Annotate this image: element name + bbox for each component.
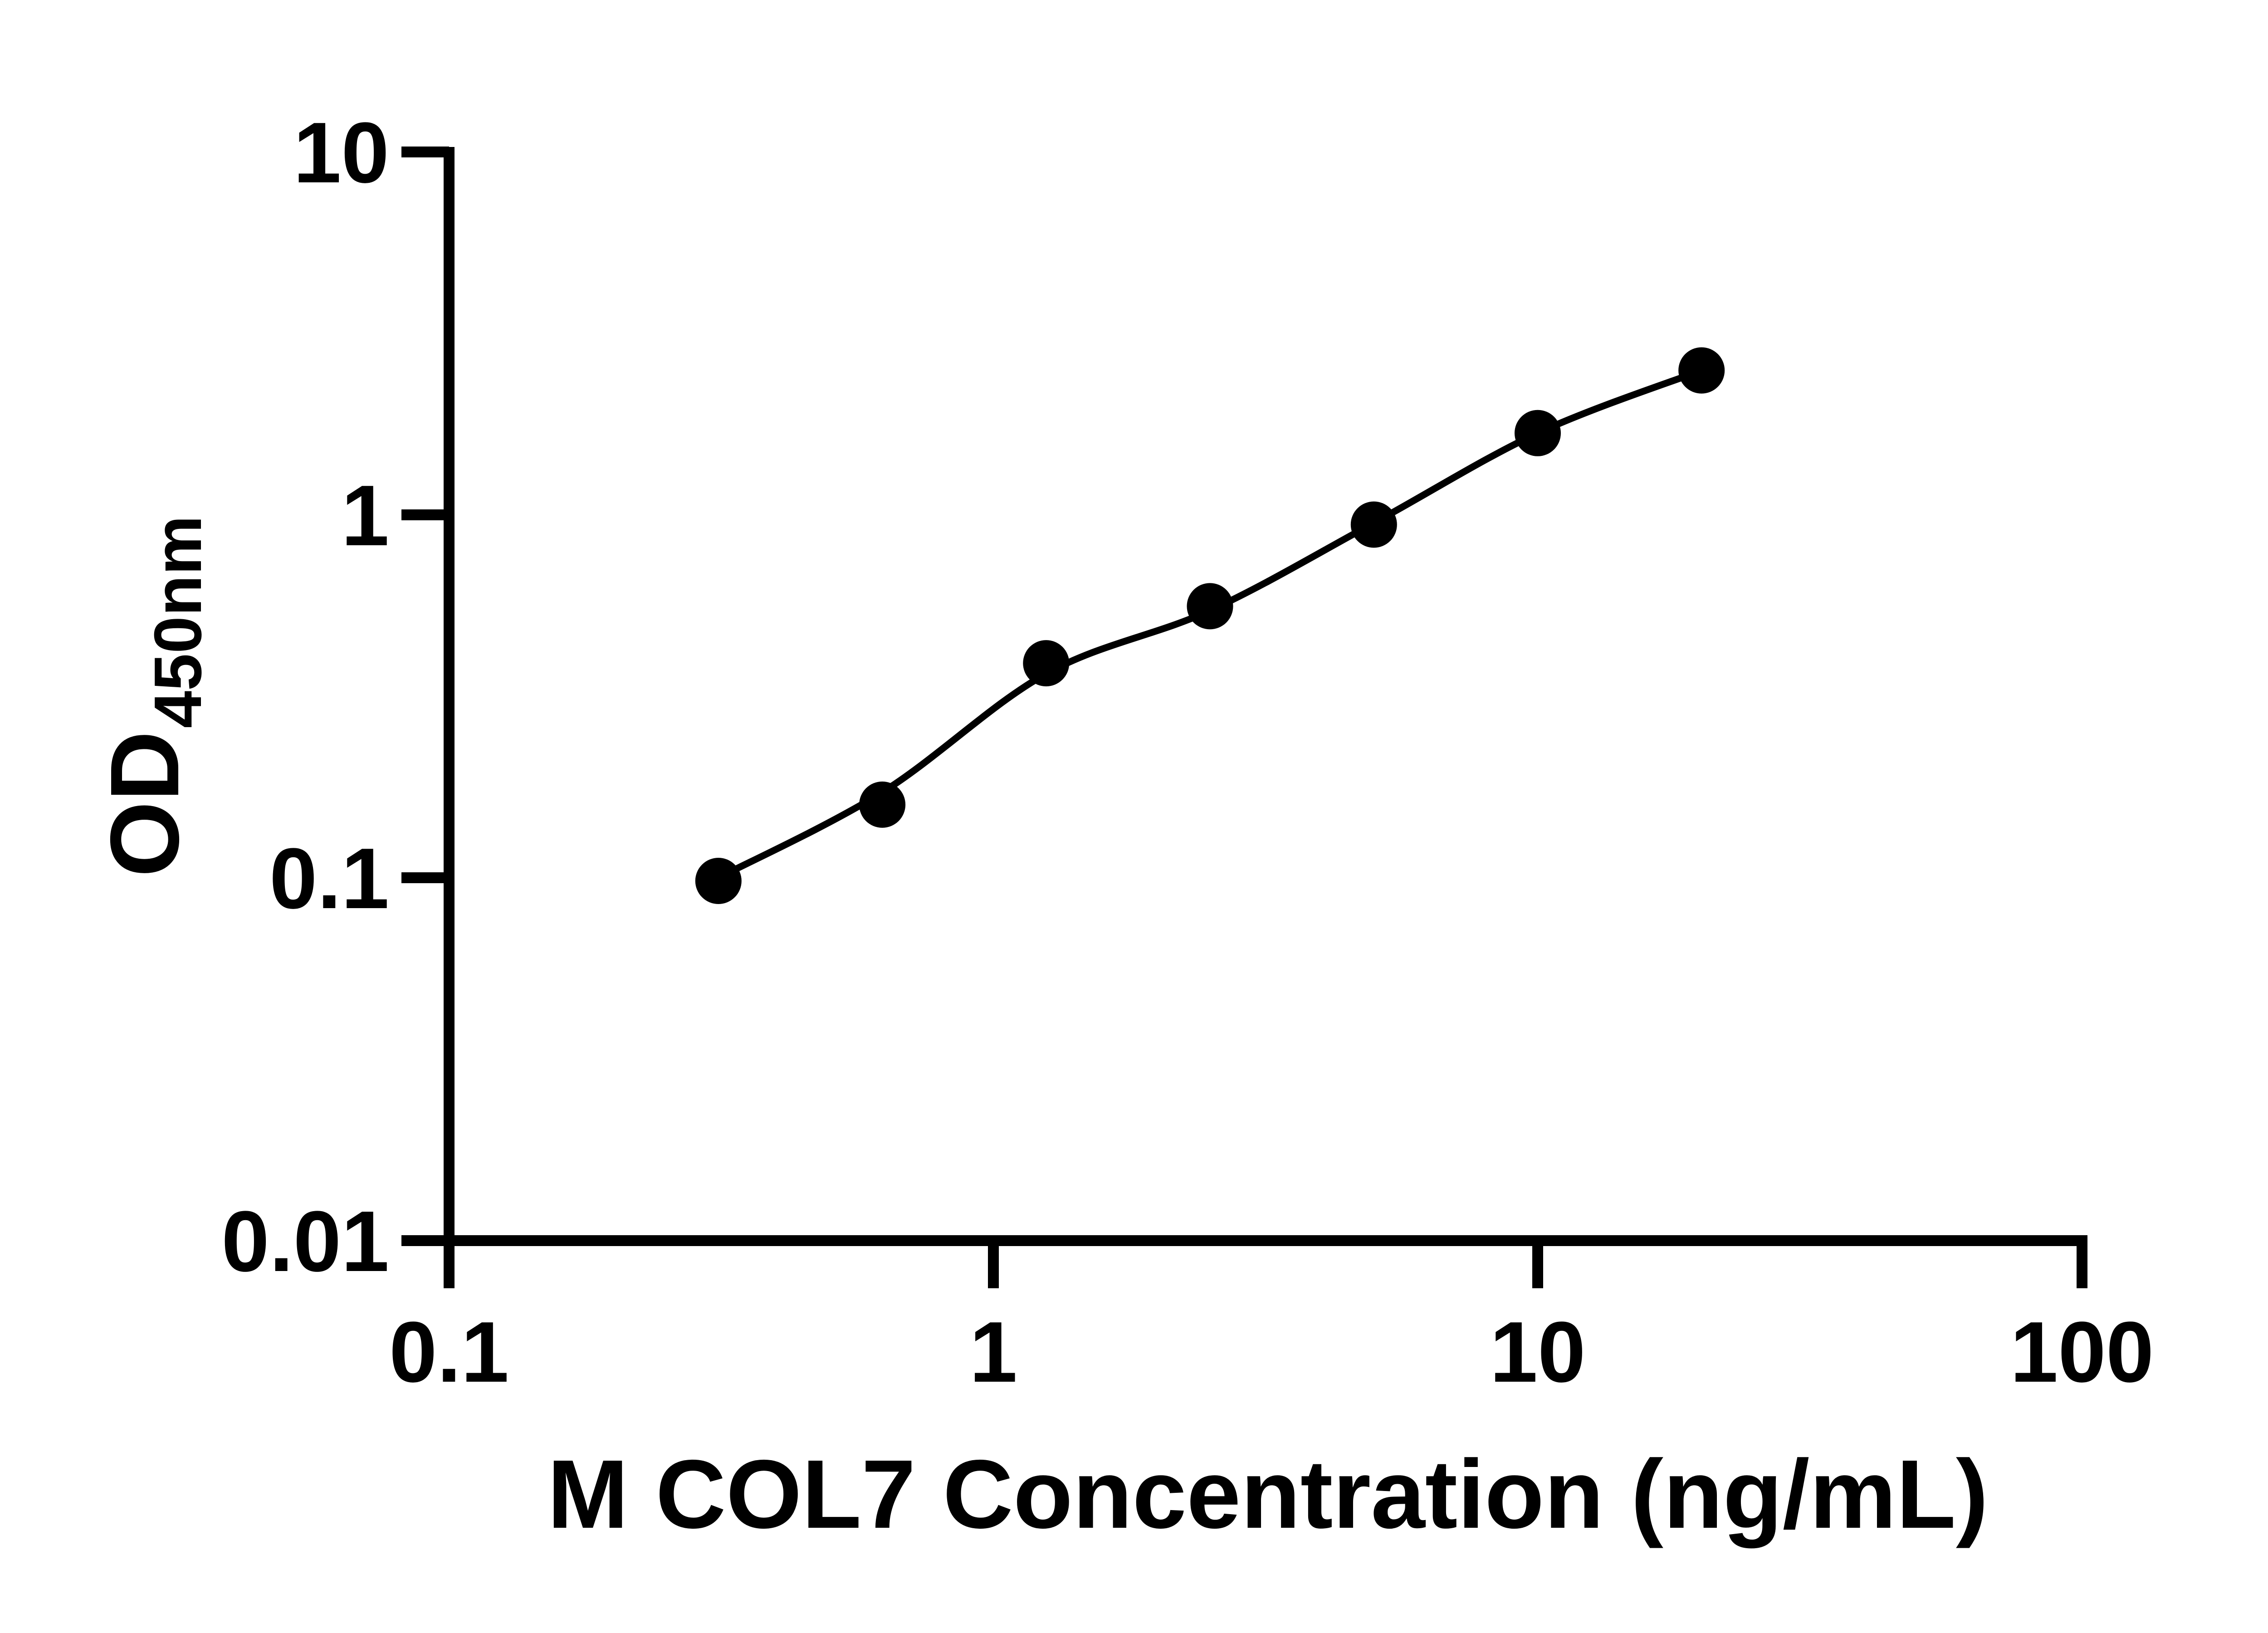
data-point [859, 781, 906, 828]
y-tick-label-0.1: 0.1 [269, 831, 389, 927]
y-tick-label-1: 1 [341, 468, 389, 564]
data-points-group [695, 347, 1725, 904]
y-axis-title: OD450nm [90, 515, 215, 877]
x-tick-label-0.1: 0.1 [389, 1304, 509, 1400]
y-tick-label-0.01: 0.01 [221, 1193, 389, 1290]
data-point [1515, 410, 1561, 456]
x-tick-label-100: 100 [2010, 1304, 2154, 1400]
data-point [695, 858, 742, 904]
axes-group [401, 147, 2087, 1288]
data-point [1350, 501, 1397, 548]
y-axis-title-subscript: 450nm [141, 515, 215, 728]
x-tick-label-10: 10 [1490, 1304, 1585, 1400]
tick-marks-group [401, 147, 2087, 1288]
x-tick-label-1: 1 [969, 1304, 1017, 1400]
y-tick-label-10: 10 [293, 105, 389, 201]
y-axis-title-main: OD [90, 731, 199, 877]
data-point [1678, 347, 1725, 394]
data-point [1187, 583, 1233, 630]
data-point [1023, 640, 1070, 687]
x-axis-title: M COL7 Concentration (ng/mL) [547, 1439, 1988, 1549]
